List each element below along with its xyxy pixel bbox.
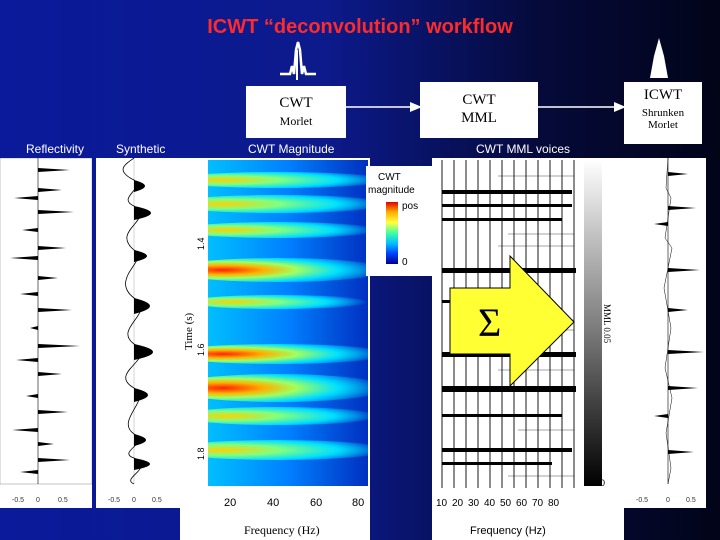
icwt-box-label: ICWT <box>643 87 683 103</box>
colorbar-scale <box>386 202 398 264</box>
sigma-symbol: Σ <box>478 300 501 345</box>
slide-title: ICWT “deconvolution” workflow <box>207 16 513 38</box>
colorbar-title-2: magnitude <box>368 185 415 196</box>
freq-axis-right: 10 20 30 40 50 60 70 80 Frequency (Hz) <box>436 498 560 537</box>
freq-r-20: 20 <box>452 498 464 509</box>
freq-r-40: 40 <box>484 498 496 509</box>
mml-side-label: MML 0.05 <box>602 304 612 344</box>
shrunken-wavelet-icon <box>650 38 668 78</box>
cwt-morlet-box: CWT Morlet <box>246 86 346 138</box>
colorbar-panel <box>366 166 436 276</box>
freq-axis-left: 20 40 60 80 Frequency (Hz) <box>224 497 364 537</box>
reflectivity-label: Reflectivity <box>26 142 85 156</box>
freq-tick-80: 80 <box>352 497 364 509</box>
out-tick-pos: 0.5 <box>686 497 696 504</box>
syn-tick-pos: 0.5 <box>152 497 162 504</box>
synthetic-trace-plot: -0.5 0 0.5 <box>96 158 180 508</box>
colorbar-title-1: CWT <box>378 172 401 183</box>
icwt-output-trace: -0.5 0 0.5 <box>624 158 706 508</box>
mml-gray-scale <box>584 160 602 486</box>
time-tick-2: 1.6 <box>196 343 206 356</box>
cwt-mml-box-line2: MML <box>461 110 497 126</box>
trace-tick-zero: 0 <box>36 497 40 504</box>
shrunken-label: Shrunken <box>641 107 685 119</box>
out-tick-neg: -0.5 <box>636 497 648 504</box>
cwt-mml-box: CWT MML <box>420 82 538 138</box>
cwt-mml-box-line1: CWT <box>462 92 496 108</box>
freq-r-10: 10 <box>436 498 448 509</box>
arrow-cwt-to-mml <box>346 102 422 112</box>
synthetic-label: Synthetic <box>116 142 166 156</box>
freq-r-70: 70 <box>532 498 544 509</box>
syn-tick-zero: 0 <box>132 497 136 504</box>
freq-tick-40: 40 <box>267 497 279 509</box>
cwt-magnitude-label: CWT Magnitude <box>248 142 335 156</box>
freq-r-50: 50 <box>500 498 512 509</box>
freq-r-80: 80 <box>548 498 560 509</box>
time-axis: Time (s) 1.4 1.6 1.8 <box>183 237 206 460</box>
freq-tick-20: 20 <box>224 497 236 509</box>
icwt-box: ICWT Shrunken Morlet <box>624 82 702 144</box>
gray-scale-zero: 0 <box>600 478 606 488</box>
freq-axis-left-label: Frequency (Hz) <box>244 523 320 537</box>
cwt-mml-voices-label: CWT MML voices <box>476 142 571 156</box>
out-tick-zero: 0 <box>666 497 670 504</box>
time-axis-label: Time (s) <box>183 312 195 350</box>
freq-tick-60: 60 <box>310 497 322 509</box>
morlet-label: Morlet <box>279 114 313 128</box>
summation-arrow: Σ <box>449 254 575 388</box>
shrunken-morlet-label: Morlet <box>648 119 678 131</box>
reflectivity-trace-plot: -0.5 0 0.5 <box>0 158 92 508</box>
cwt-magnitude-heatmap <box>208 160 368 486</box>
time-tick-3: 1.8 <box>196 447 206 460</box>
cwt-box-label: CWT <box>279 95 313 111</box>
mml-side-text: MML 0.05 <box>602 304 612 344</box>
freq-r-30: 30 <box>468 498 480 509</box>
trace-tick-neg: -0.5 <box>12 497 24 504</box>
colorbar-pos-label: pos <box>402 201 419 212</box>
freq-r-60: 60 <box>516 498 528 509</box>
syn-tick-neg: -0.5 <box>108 497 120 504</box>
trace-tick-pos: 0.5 <box>58 497 68 504</box>
colorbar-zero-label: 0 <box>402 257 408 268</box>
freq-axis-right-label: Frequency (Hz) <box>470 525 546 537</box>
time-tick-1: 1.4 <box>196 237 206 250</box>
arrow-mml-to-icwt <box>538 102 626 112</box>
morlet-wavelet-icon <box>280 41 316 80</box>
